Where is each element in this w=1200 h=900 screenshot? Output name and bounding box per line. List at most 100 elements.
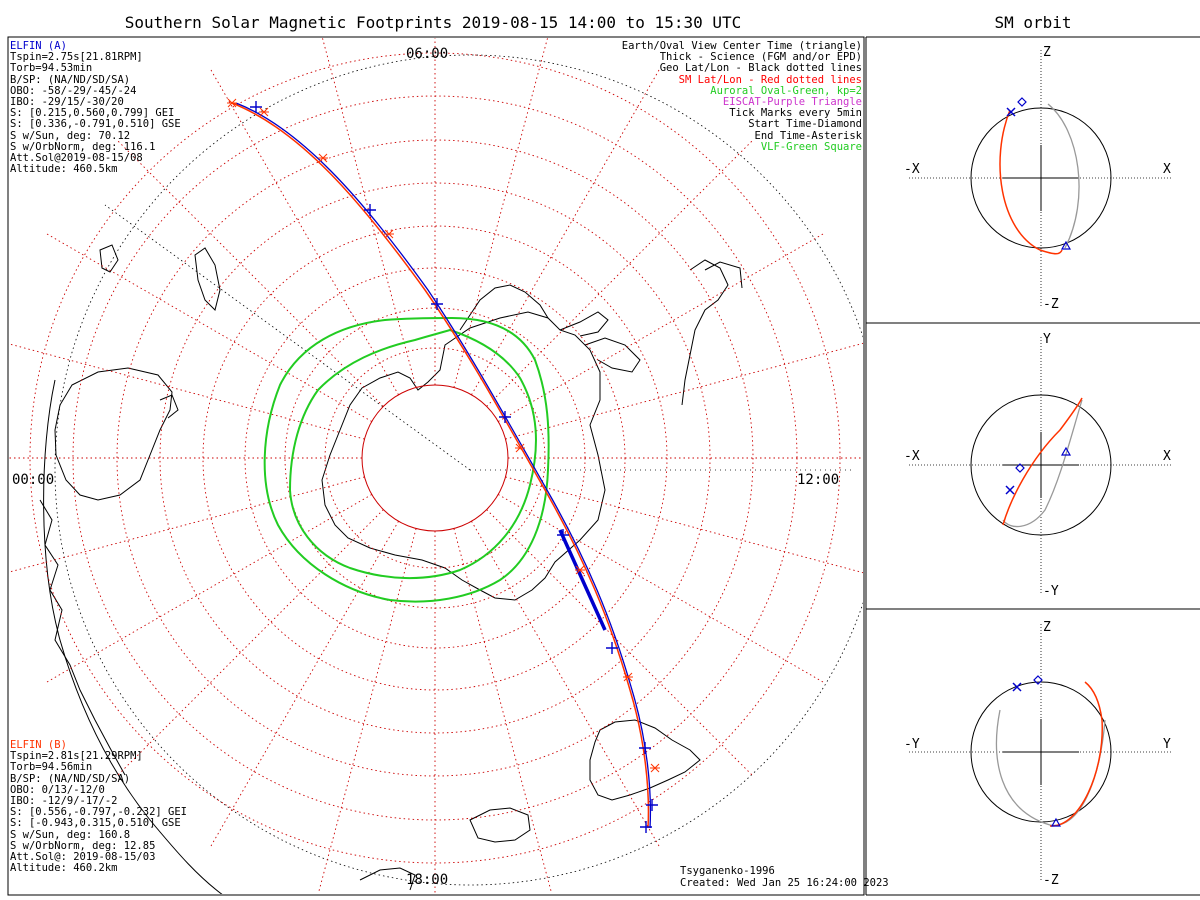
elfin-a-track [235,102,652,829]
elfin-a-tick-mark [250,101,262,113]
elfin-b-altitude: Altitude: 460.2km [10,862,118,875]
legend-entry: Start Time-Diamond [748,118,862,131]
sm-grid-spoke [9,476,365,573]
panel1-right-label: X [1163,162,1171,177]
sm-latlon-grid [9,38,863,894]
elfin-a-tspin: Tspin=2.75s[21.81RPM] [10,51,143,64]
sm-grid-ring [324,347,546,569]
end-asterisk [1005,485,1015,495]
panel1-bottom-label: -Z [1043,297,1059,312]
sm-grid-spoke [505,476,863,574]
elfin-a-tick-mark [606,642,618,654]
elfin-a-obo: OBO: -58/-29/-45/-24 [10,84,137,97]
sm-orbit-panels [909,50,1173,880]
start-diamond [1033,675,1043,685]
geo-latlon-grid [54,54,863,886]
elfin-a-ibo: IBO: -29/15/-30/20 [10,96,124,109]
elfin-a-torb: Torb=94.53min [10,62,93,75]
antarctica-coastline [321,311,606,601]
panel2-top-label: Y [1043,332,1051,347]
legend: Earth/Oval View Center Time (triangle) T… [622,40,862,153]
elfin-a-sun-angle: S w/Sun, deg: 70.12 [10,129,131,142]
earth-coastlines [39,244,743,894]
elfin-a-tick-mark [557,529,569,541]
sm-grid-spoke [45,494,373,684]
elfin-a-att-sol: Att.Sol@2019-08-15/08 [10,152,143,165]
elfin-b-tick-mark [384,229,394,239]
map-frame [7,36,865,896]
elfin-b-track [231,102,650,829]
elfin-a-tick-mark [646,799,658,811]
elfin-b-tick-mark [575,565,585,575]
elfin-a-s-gei: S: [0.215,0.560,0.799] GEI [10,107,175,120]
elfin-a-bsp: B/SP: (NA/ND/SD/SA) [10,73,131,86]
panel2-left-label: -X [904,449,920,464]
australia-coastline [54,367,173,501]
orbit-b-panel-3 [1049,681,1103,827]
elfin-a-tick-mark [499,411,511,423]
view-center-triangle [1050,817,1062,827]
elfin-b-tspin: Tspin=2.81s[21.29RPM] [10,750,143,763]
elfin-a-tick-mark [640,821,652,833]
center-cross-panel-1 [1003,145,1079,211]
panel3-left-label: -Y [904,737,920,752]
panel1-top-label: Z [1043,45,1051,60]
elfin-b-bsp: B/SP: (NA/ND/SD/SA) [10,772,131,785]
auroral-oval-outer [263,316,550,603]
panel3-top-label: Z [1043,620,1051,635]
view-center-triangle [1060,240,1072,250]
elfin-b-tick-mark [318,153,328,163]
sm-grid-spoke [209,520,399,848]
legend-entry: SM Lat/Lon - Red dotted lines [678,73,862,86]
sm-grid-spoke [471,520,661,848]
elfin-a-tick-mark [639,742,651,754]
sm-grid-spoke [318,528,417,893]
elfin-a-s-gse: S: [0.336,-0.791,0.510] GSE [10,118,181,131]
legend-entry: EISCAT-Purple Triangle [722,96,862,109]
panel1-left-label: -X [904,162,920,177]
sm-grid-ring [202,225,668,691]
elfin-b-s-gei: S: [0.556,-0.797,-0.232] GEI [10,806,188,819]
africa-coastline [589,719,701,801]
sm-grid-spoke [486,509,754,777]
created-timestamp: Created: Wed Jan 25 16:24:00 2023 [680,877,889,889]
elfin-a-info: ELFIN (A) Tspin=2.75s[21.81RPM] Torb=94.… [10,40,181,175]
end-asterisk [1006,107,1016,117]
mlt-label-1200: 12:00 [797,472,839,488]
auroral-oval [263,316,550,603]
view-center-triangle [1060,446,1072,456]
orbit-ref-panel-3 [995,709,1106,826]
auroral-oval-inner [288,328,537,580]
elfin-b-s-gse: S: [-0.943,0.315,0.510] GSE [10,817,181,830]
sm-grid-inner-ring [361,384,509,532]
mlt-label-0600: 06:00 [406,46,448,62]
elfin-b-orbnorm-angle: S w/OrbNorm, deg: 12.85 [10,839,156,852]
sm-grid-spoke [505,342,863,440]
legend-entry: Tick Marks every 5min [729,107,862,120]
elfin-b-tick-mark [623,672,633,682]
elfin-b-torb: Torb=94.56min [10,761,93,774]
elfin-a-orbnorm-angle: S w/OrbNorm, deg: 116.1 [10,140,156,153]
elfin-a-tick-mark [431,298,443,310]
footprint-tracks [227,98,660,833]
elfin-b-att-sol: Att.Sol@: 2019-08-15/03 [10,851,156,864]
sm-grid-ring [29,52,841,864]
orbit-panel-title: SM orbit [994,13,1072,32]
sm-grid-spoke [497,494,825,684]
new-zealand-coastline [194,247,221,311]
panel3-right-label: Y [1163,737,1171,752]
sm-grid-ring [116,139,754,777]
sm-grid-spoke [486,139,754,407]
sm-grid-spoke [45,232,373,422]
legend-entry: Geo Lat/Lon - Black dotted lines [659,62,862,75]
orbit-b-panel-1 [999,109,1063,255]
panel2-right-label: X [1163,449,1171,464]
sm-grid-spoke [116,509,384,777]
chart-title: Southern Solar Magnetic Footprints 2019-… [124,13,742,32]
elfin-b-tick-mark [259,107,269,117]
mlt-label-0000: 00:00 [12,472,54,488]
elfin-a-tick-mark [364,204,376,216]
elfin-b-ibo: IBO: -12/9/-17/-2 [10,795,118,808]
elfin-b-tick-mark [227,98,237,108]
